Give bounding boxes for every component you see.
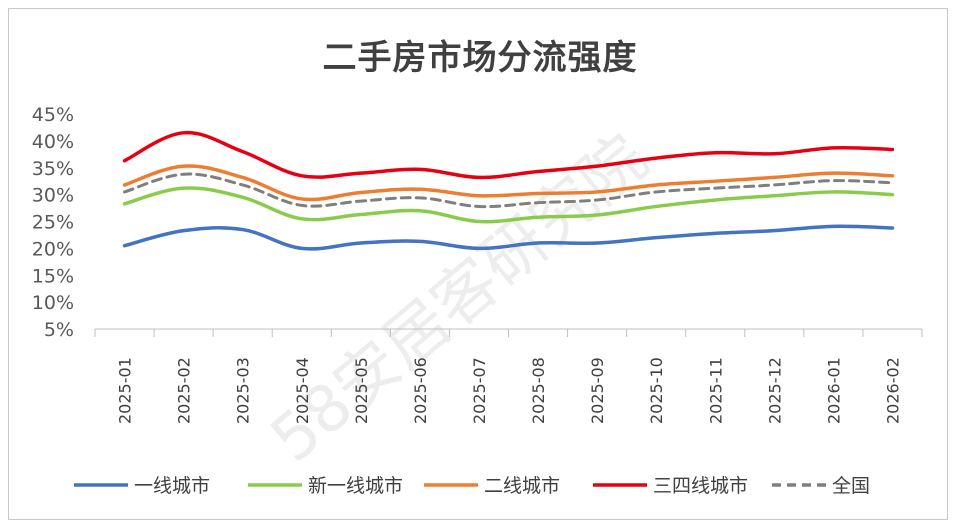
x-tick-label: 2025-07	[470, 357, 489, 424]
series-line-3	[122, 164, 895, 202]
y-tick-label: 25%	[32, 212, 74, 234]
x-tick-label: 2025-04	[293, 357, 312, 424]
x-tick-label: 2026-01	[824, 357, 843, 424]
y-tick-label: 30%	[32, 185, 74, 207]
series-line-2	[122, 186, 895, 224]
series-line-4	[122, 131, 895, 180]
y-tick-label: 40%	[32, 131, 74, 153]
series-line-1	[122, 224, 895, 251]
y-tick-label: 15%	[32, 265, 74, 287]
x-tick-label: 2025-01	[116, 357, 135, 424]
y-tick-label: 20%	[32, 238, 74, 260]
x-tick-label: 2025-03	[234, 357, 253, 424]
x-tick-label: 2025-09	[588, 357, 607, 424]
x-tick-label: 2025-12	[765, 357, 784, 424]
legend-label-1: 一线城市	[134, 475, 210, 497]
x-tick-label: 2025-02	[175, 357, 194, 424]
x-tick-label: 2025-05	[352, 357, 371, 424]
chart-title: 二手房市场分流强度	[322, 38, 638, 78]
y-tick-label: 5%	[44, 319, 74, 341]
legend-label-4: 三四线城市	[653, 475, 748, 497]
x-tick-label: 2025-10	[647, 357, 666, 424]
legend-label-3: 二线城市	[484, 475, 560, 497]
y-tick-label: 35%	[32, 158, 74, 180]
series-line-5	[123, 172, 894, 209]
y-tick-label: 10%	[32, 292, 74, 314]
x-tick-label: 2026-02	[883, 357, 902, 424]
y-tick-label: 45%	[32, 104, 74, 126]
x-tick-label: 2025-11	[706, 357, 725, 424]
legend-label-5: 全国	[832, 475, 870, 497]
x-tick-label: 2025-08	[529, 357, 548, 424]
x-tick-label: 2025-06	[411, 357, 430, 424]
legend-label-2: 新一线城市	[308, 475, 403, 497]
chart-frame	[8, 8, 948, 520]
